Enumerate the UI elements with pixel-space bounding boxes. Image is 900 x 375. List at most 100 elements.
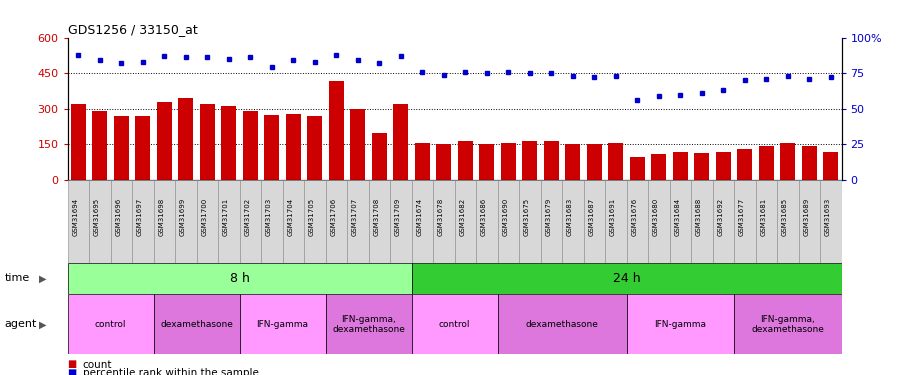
- Bar: [713, 180, 734, 262]
- Bar: [734, 180, 755, 262]
- Bar: [544, 141, 559, 180]
- Bar: [608, 143, 624, 180]
- Text: 24 h: 24 h: [613, 272, 640, 285]
- Bar: [670, 180, 691, 262]
- Text: GSM31702: GSM31702: [244, 198, 250, 236]
- Text: ■: ■: [68, 360, 76, 369]
- Text: GSM31687: GSM31687: [589, 198, 594, 236]
- Bar: [541, 180, 562, 262]
- Text: GSM31679: GSM31679: [545, 198, 551, 236]
- Bar: [737, 149, 752, 180]
- Bar: [326, 180, 347, 262]
- Text: IFN-gamma: IFN-gamma: [256, 320, 309, 329]
- Bar: [519, 180, 541, 262]
- Bar: [347, 180, 368, 262]
- Text: IFN-gamma,
dexamethasone: IFN-gamma, dexamethasone: [332, 315, 405, 334]
- Text: GSM31709: GSM31709: [395, 198, 400, 236]
- Bar: [239, 180, 261, 262]
- Text: GSM31696: GSM31696: [115, 198, 122, 236]
- Bar: [200, 104, 215, 180]
- Bar: [326, 294, 411, 354]
- Bar: [565, 144, 581, 180]
- Bar: [630, 158, 644, 180]
- Text: GSM31695: GSM31695: [94, 198, 100, 236]
- Bar: [759, 146, 774, 180]
- Bar: [89, 180, 111, 262]
- Text: GSM31681: GSM31681: [760, 198, 766, 236]
- Bar: [411, 180, 433, 262]
- Bar: [178, 98, 194, 180]
- Bar: [587, 144, 602, 180]
- Bar: [626, 294, 734, 354]
- Bar: [218, 180, 239, 262]
- Bar: [71, 104, 86, 180]
- Bar: [393, 104, 409, 180]
- Bar: [498, 294, 626, 354]
- Text: GSM31703: GSM31703: [266, 198, 272, 236]
- Text: control: control: [94, 320, 126, 329]
- Text: 8 h: 8 h: [230, 272, 249, 285]
- Bar: [415, 143, 430, 180]
- Bar: [820, 180, 842, 262]
- Text: control: control: [439, 320, 470, 329]
- Text: ▶: ▶: [40, 320, 47, 329]
- Text: IFN-gamma: IFN-gamma: [654, 320, 706, 329]
- Bar: [824, 152, 838, 180]
- Text: GSM31704: GSM31704: [287, 198, 293, 236]
- Text: GSM31690: GSM31690: [502, 198, 508, 236]
- Bar: [734, 294, 842, 354]
- Bar: [755, 180, 777, 262]
- Text: IFN-gamma,
dexamethasone: IFN-gamma, dexamethasone: [752, 315, 824, 334]
- Text: GSM31699: GSM31699: [180, 198, 185, 236]
- Bar: [390, 180, 411, 262]
- Bar: [652, 154, 666, 180]
- Bar: [175, 180, 196, 262]
- Bar: [285, 114, 301, 180]
- Text: GSM31680: GSM31680: [652, 198, 659, 236]
- Bar: [157, 102, 172, 180]
- Bar: [605, 180, 626, 262]
- Bar: [307, 116, 322, 180]
- Bar: [135, 116, 150, 180]
- Text: time: time: [4, 273, 30, 284]
- Bar: [68, 262, 411, 294]
- Bar: [777, 180, 798, 262]
- Bar: [283, 180, 304, 262]
- Text: dexamethasone: dexamethasone: [526, 320, 599, 329]
- Bar: [691, 180, 713, 262]
- Bar: [522, 141, 537, 180]
- Text: GSM31708: GSM31708: [374, 198, 379, 236]
- Text: GSM31686: GSM31686: [481, 198, 487, 236]
- Bar: [498, 180, 519, 262]
- Bar: [304, 180, 326, 262]
- Text: GSM31685: GSM31685: [782, 198, 788, 236]
- Text: GSM31691: GSM31691: [610, 198, 616, 236]
- Text: GSM31684: GSM31684: [674, 198, 680, 236]
- Bar: [626, 180, 648, 262]
- Bar: [798, 180, 820, 262]
- Bar: [239, 294, 326, 354]
- Text: GSM31678: GSM31678: [437, 198, 444, 236]
- Text: GSM31693: GSM31693: [824, 198, 831, 236]
- Bar: [500, 143, 516, 180]
- Text: percentile rank within the sample: percentile rank within the sample: [83, 368, 258, 375]
- Bar: [328, 81, 344, 180]
- Bar: [113, 116, 129, 180]
- Bar: [265, 115, 279, 180]
- Text: GSM31706: GSM31706: [330, 198, 337, 236]
- Text: GSM31694: GSM31694: [72, 198, 78, 236]
- Bar: [243, 111, 257, 180]
- Text: count: count: [83, 360, 112, 369]
- Text: GDS1256 / 33150_at: GDS1256 / 33150_at: [68, 23, 197, 36]
- Text: GSM31676: GSM31676: [631, 198, 637, 236]
- Bar: [350, 109, 365, 180]
- Bar: [411, 262, 842, 294]
- Bar: [111, 180, 132, 262]
- Bar: [221, 106, 237, 180]
- Bar: [68, 294, 154, 354]
- Text: GSM31700: GSM31700: [202, 198, 207, 236]
- Text: GSM31692: GSM31692: [717, 198, 724, 236]
- Bar: [672, 152, 688, 180]
- Text: GSM31689: GSM31689: [803, 198, 809, 236]
- Text: GSM31705: GSM31705: [309, 198, 315, 236]
